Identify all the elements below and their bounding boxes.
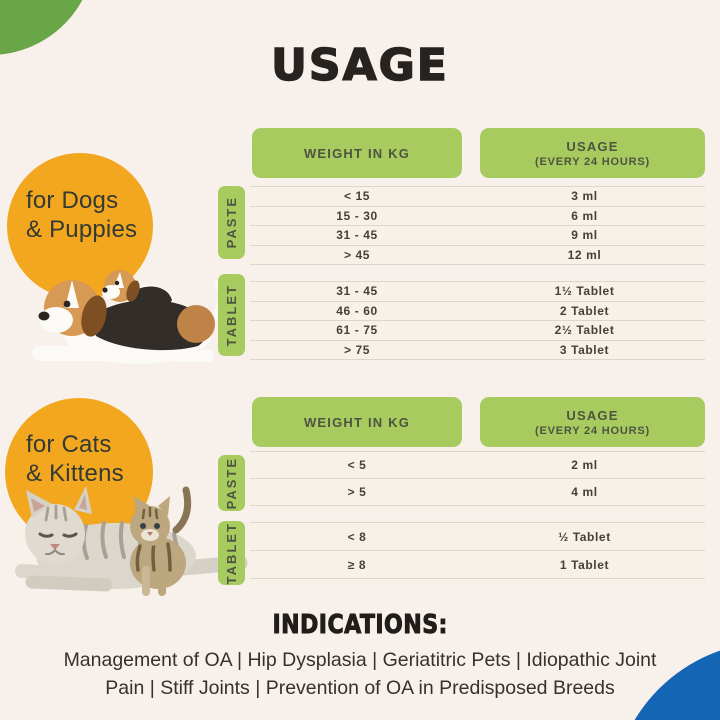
dogs-weight-header: WEIGHT IN KG	[252, 128, 462, 178]
dogs-section-label: for Dogs & Puppies	[26, 186, 137, 244]
usage-value: 3 Tablet	[559, 342, 610, 357]
table-row: > 5 4 ml	[250, 479, 705, 506]
weight-value: > 5	[347, 485, 367, 499]
cats-paste-label: PASTE	[218, 455, 245, 511]
kitten-illustration	[130, 486, 192, 596]
dogs-tablet-label: TABLET	[218, 274, 245, 356]
cats-weight-header: WEIGHT IN KG	[252, 397, 462, 447]
usage-value: 3 ml	[571, 189, 598, 204]
indications-heading: INDICATIONS:	[0, 610, 720, 641]
paste-label-text: PASTE	[224, 456, 239, 510]
usage-value: 6 ml	[571, 208, 598, 223]
weight-value: 15 - 30	[336, 208, 378, 223]
usage-value: 1 Tablet	[559, 557, 610, 572]
table-row: 31 - 45 1½ Tablet	[250, 282, 705, 302]
dogs-usage-header: USAGE (EVERY 24 HOURS)	[480, 128, 705, 178]
cats-label-line2: & Kittens	[26, 460, 124, 487]
usage-value: 2 Tablet	[559, 303, 610, 318]
usage-value: 1½ Tablet	[554, 284, 615, 299]
weight-value: ≥ 8	[347, 557, 367, 572]
weight-value: 46 - 60	[336, 303, 378, 318]
weight-value: 31 - 45	[336, 284, 378, 299]
cats-label-line1: for Cats	[26, 431, 112, 458]
usage-header-subtext: (EVERY 24 HOURS)	[535, 424, 650, 437]
weight-value: > 75	[343, 342, 371, 357]
usage-header-subtext: (EVERY 24 HOURS)	[535, 155, 650, 168]
usage-value: 4 ml	[571, 485, 598, 499]
table-row: 61 - 75 2½ Tablet	[250, 321, 705, 341]
dogs-tablet-rows: 31 - 45 1½ Tablet 46 - 60 2 Tablet 61 - …	[250, 281, 705, 360]
dogs-paste-label: PASTE	[218, 186, 245, 259]
cats-tablet-label: TABLET	[218, 521, 245, 585]
weight-value: 31 - 45	[336, 228, 378, 243]
table-row: 15 - 30 6 ml	[250, 206, 705, 226]
table-row: ≥ 8 1 Tablet	[250, 551, 705, 579]
usage-value: ½ Tablet	[558, 529, 611, 544]
table-row: < 5 2 ml	[250, 452, 705, 479]
table-row: > 75 3 Tablet	[250, 340, 705, 360]
weight-header-text: WEIGHT IN KG	[303, 414, 411, 430]
weight-value: > 45	[343, 247, 371, 262]
cats-tablet-rows: < 8 ½ Tablet ≥ 8 1 Tablet	[250, 522, 705, 579]
weight-value: < 15	[343, 189, 371, 204]
page-title: USAGE	[270, 39, 449, 92]
usage-value: 9 ml	[571, 228, 598, 243]
paste-label-text: PASTE	[224, 196, 239, 249]
table-row: 46 - 60 2 Tablet	[250, 301, 705, 321]
weight-value: < 5	[347, 458, 367, 472]
weight-value: 61 - 75	[336, 323, 378, 338]
tablet-label-text: TABLET	[224, 521, 239, 585]
indications-heading-text: INDICATIONS:	[272, 610, 448, 641]
table-row: 31 - 45 9 ml	[250, 226, 705, 246]
table-row: < 8 ½ Tablet	[250, 523, 705, 551]
cat-and-kitten-image	[15, 486, 248, 596]
weight-value: < 8	[347, 529, 367, 544]
cats-usage-header: USAGE (EVERY 24 HOURS)	[480, 397, 705, 447]
adult-cat-illustration	[15, 486, 248, 592]
indications-text: Management of OA | Hip Dysplasia | Geria…	[63, 649, 657, 699]
dogs-label-line1: for Dogs	[26, 187, 119, 214]
usage-header-text: USAGE	[566, 138, 619, 154]
tablet-label-text: TABLET	[224, 283, 239, 347]
beagle-and-puppy-image	[32, 270, 227, 364]
dogs-label-line2: & Puppies	[26, 216, 138, 243]
usage-value: 2 ml	[571, 458, 598, 472]
cats-paste-rows: < 5 2 ml > 5 4 ml	[250, 451, 705, 506]
table-row: > 45 12 ml	[250, 245, 705, 265]
usage-value: 12 ml	[567, 247, 602, 262]
adult-beagle-illustration	[32, 279, 227, 364]
table-row: < 15 3 ml	[250, 187, 705, 207]
dogs-paste-rows: < 15 3 ml 15 - 30 6 ml 31 - 45 9 ml > 45…	[250, 186, 705, 265]
usage-value: 2½ Tablet	[554, 323, 615, 338]
weight-header-text: WEIGHT IN KG	[303, 145, 411, 161]
usage-header-text: USAGE	[566, 407, 619, 423]
cats-section-label: for Cats & Kittens	[26, 430, 124, 488]
